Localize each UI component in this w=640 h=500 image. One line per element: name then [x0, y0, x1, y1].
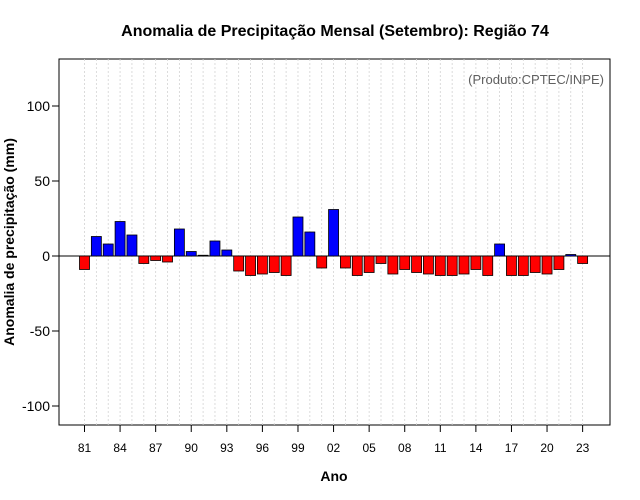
bar-2005 [363, 255, 375, 273]
source-annotation: (Produto:CPTEC/INPE) [468, 72, 604, 87]
x-tick-label: 23 [576, 441, 590, 455]
bar-1989 [173, 228, 185, 257]
y-tick-label: 0 [42, 248, 50, 264]
bar-1993 [221, 249, 233, 257]
bar-2006 [375, 255, 387, 264]
x-axis: 81 84 87 90 93 96 99 02 05 08 11 14 17 20 23 [78, 425, 590, 455]
bars [79, 209, 589, 276]
bar-2022 [565, 254, 577, 257]
bar-2019 [529, 255, 541, 273]
bar-1988 [162, 255, 173, 263]
bar-2007 [387, 255, 399, 275]
bar-1985 [126, 234, 138, 257]
bar-1986 [138, 255, 150, 264]
bar-2021 [553, 255, 565, 270]
x-tick-label: 96 [256, 441, 270, 455]
bar-2015 [482, 255, 494, 276]
bar-2001 [316, 255, 328, 269]
bar-1998 [280, 255, 292, 276]
bar-1990 [185, 251, 197, 257]
bar-2023 [577, 255, 589, 264]
x-tick-label: 11 [434, 441, 447, 455]
bar-2000 [304, 231, 316, 257]
bar-2016 [494, 243, 506, 257]
bar-2018 [517, 255, 529, 276]
x-tick-label: 90 [185, 441, 199, 455]
bar-2004 [351, 255, 363, 276]
bar-1994 [233, 255, 245, 272]
bar-2013 [458, 255, 470, 275]
bar-1996 [256, 255, 268, 275]
x-tick-label: 05 [362, 441, 376, 455]
x-axis-title: Ano [320, 468, 347, 484]
x-tick-label: 20 [540, 441, 554, 455]
y-axis-title: Anomalia de precipitação (mm) [1, 138, 17, 346]
bar-2017 [506, 255, 517, 276]
bar-1983 [102, 243, 114, 257]
x-tick-label: 93 [220, 441, 234, 455]
bar-2003 [340, 255, 351, 269]
x-tick-label: 84 [113, 441, 127, 455]
plot-frame [58, 58, 611, 426]
bar-1982 [90, 236, 102, 257]
bar-2009 [411, 255, 422, 273]
y-tick-label: -50 [30, 323, 50, 339]
bar-1992 [209, 240, 221, 257]
x-tick-label: 99 [291, 441, 305, 455]
bar-2012 [446, 255, 458, 276]
bar-1987 [150, 255, 162, 261]
x-tick-label: 02 [327, 441, 341, 455]
grid-lines [84, 59, 584, 425]
y-tick-label: -100 [22, 398, 50, 414]
chart-title: Anomalia de Precipitação Mensal (Setembr… [121, 23, 549, 40]
bar-2014 [470, 255, 482, 270]
bar-2008 [399, 255, 411, 270]
bar-2011 [434, 255, 446, 276]
y-tick-label: 100 [27, 98, 51, 114]
bar-1981 [79, 255, 90, 270]
y-tick-label: 50 [34, 173, 50, 189]
x-tick-label: 81 [78, 441, 92, 455]
bar-1999 [292, 216, 304, 257]
bar-1995 [245, 255, 256, 276]
x-tick-label: 17 [505, 441, 519, 455]
bar-1997 [268, 255, 280, 273]
x-tick-label: 14 [469, 441, 483, 455]
bar-2020 [541, 255, 553, 275]
y-axis: -100 -50 0 50 100 [22, 98, 59, 414]
x-tick-label: 87 [149, 441, 163, 455]
bar-1991 [197, 254, 209, 257]
bar-2010 [423, 255, 434, 275]
x-tick-label: 08 [398, 441, 412, 455]
bar-2002 [328, 209, 339, 257]
bar-1984 [114, 221, 126, 257]
